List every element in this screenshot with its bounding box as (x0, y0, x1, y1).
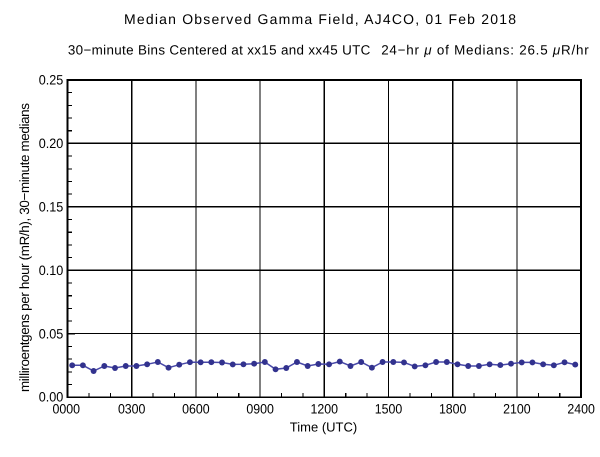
svg-text:0.00: 0.00 (39, 390, 64, 405)
svg-text:30−minute Bins Centered at xx1: 30−minute Bins Centered at xx15 and xx45… (68, 43, 371, 58)
svg-text:2100: 2100 (503, 401, 531, 416)
svg-text:Time (UTC): Time (UTC) (290, 420, 358, 435)
svg-text:0600: 0600 (182, 401, 210, 416)
svg-text:1500: 1500 (375, 401, 403, 416)
svg-text:1200: 1200 (311, 401, 339, 416)
svg-text:0.15: 0.15 (39, 200, 64, 215)
svg-text:0.05: 0.05 (39, 326, 64, 341)
svg-text:milliroentgens per hour (mR/h): milliroentgens per hour (mR/h), 30−minut… (17, 103, 32, 392)
svg-text:0000: 0000 (53, 401, 81, 416)
svg-text:24−hr μ of Medians: 26.5 μR/hr: 24−hr μ of Medians: 26.5 μR/hr (381, 43, 589, 58)
svg-text:0900: 0900 (246, 401, 274, 416)
svg-text:1800: 1800 (439, 401, 467, 416)
svg-text:0.25: 0.25 (39, 73, 64, 88)
svg-text:Median Observed Gamma Field, A: Median Observed Gamma Field, AJ4CO, 01 F… (124, 11, 516, 27)
svg-text:0300: 0300 (118, 401, 146, 416)
svg-text:0.10: 0.10 (39, 263, 64, 278)
svg-text:0.20: 0.20 (39, 136, 64, 151)
svg-text:2400: 2400 (567, 401, 595, 416)
